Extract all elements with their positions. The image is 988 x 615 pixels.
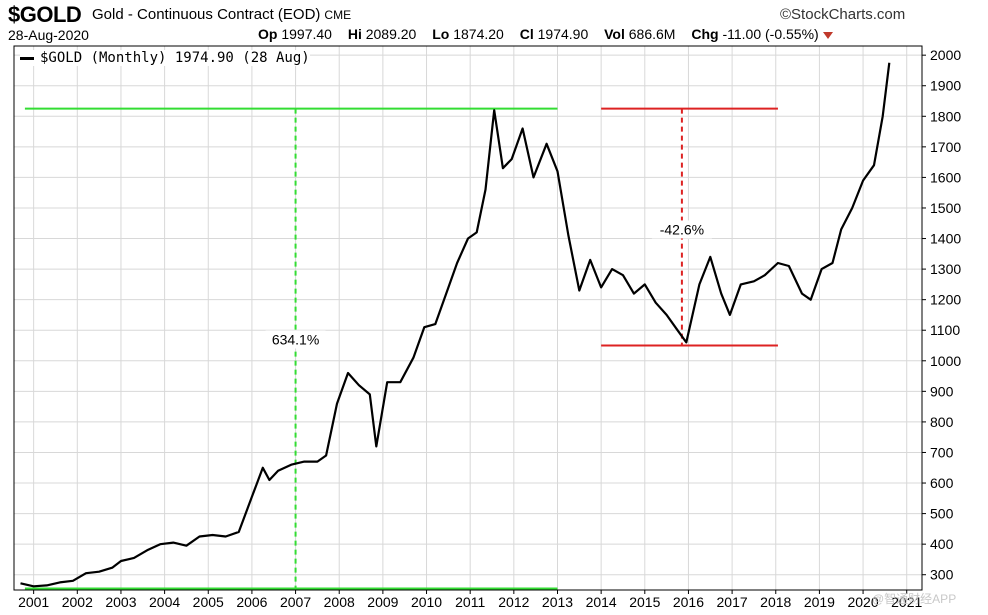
annotation-label-bg bbox=[651, 220, 712, 239]
x-axis: 2001 2002 2003 2004 2005 2006 2007 2008 2009 2010… bbox=[18, 590, 923, 610]
low-value: 1874.20 bbox=[453, 26, 504, 42]
y-tick-label: 2000 bbox=[930, 47, 961, 63]
open-value: 1997.40 bbox=[281, 26, 332, 42]
exchange: CME bbox=[324, 8, 352, 22]
chart-annotations: 634.1% -42.6% bbox=[24, 107, 778, 590]
legend-label: $GOLD (Monthly) 1974.90 (28 Aug) bbox=[40, 50, 310, 66]
chart-grid bbox=[14, 46, 922, 590]
y-tick-label: 1200 bbox=[930, 292, 961, 308]
annotation-label: -42.6% bbox=[660, 221, 704, 237]
y-tick-label: 800 bbox=[930, 414, 954, 430]
chart-header: $GOLD Gold - Continuous Contract (EOD) CM… bbox=[0, 0, 988, 46]
annotation-label: 634.1% bbox=[272, 331, 319, 347]
y-axis: 300 400 500 600 700 800 900 1000 1100 1200 1300 140… bbox=[922, 47, 961, 583]
x-tick-label: 2006 bbox=[236, 594, 267, 610]
x-tick-label: 2015 bbox=[629, 594, 660, 610]
quote-strip: Op 1997.40 Hi 2089.20 Lo 1874.20 Cl 1974… bbox=[258, 26, 833, 42]
x-tick-label: 2021 bbox=[891, 594, 922, 610]
y-tick-label: 300 bbox=[930, 567, 954, 583]
x-tick-label: 2017 bbox=[717, 594, 748, 610]
x-tick-label: 2012 bbox=[498, 594, 529, 610]
y-tick-label: 1500 bbox=[930, 200, 961, 216]
x-tick-label: 2010 bbox=[411, 594, 442, 610]
annotation-label-bg bbox=[265, 330, 326, 349]
y-tick-label: 900 bbox=[930, 383, 954, 399]
x-tick-label: 2011 bbox=[455, 594, 485, 610]
down-arrow-icon bbox=[822, 31, 833, 39]
source-credit: ©StockCharts.com bbox=[780, 6, 906, 23]
volume-label: Vol bbox=[604, 26, 625, 42]
x-tick-label: 2009 bbox=[367, 594, 398, 610]
open-label: Op bbox=[258, 26, 278, 42]
x-tick-label: 2005 bbox=[193, 594, 224, 610]
x-tick-label: 2019 bbox=[804, 594, 835, 610]
x-tick-label: 2001 bbox=[18, 594, 49, 610]
description-text: Gold - Continuous Contract (EOD) bbox=[92, 6, 321, 23]
instrument-description: Gold - Continuous Contract (EOD) CME bbox=[92, 6, 351, 23]
chart-legend: $GOLD (Monthly) 1974.90 (28 Aug) bbox=[20, 50, 310, 66]
x-tick-label: 2008 bbox=[324, 594, 355, 610]
y-tick-label: 1800 bbox=[930, 108, 961, 124]
y-tick-label: 700 bbox=[930, 444, 954, 460]
y-tick-label: 600 bbox=[930, 475, 954, 491]
watermark: @智通财经APP bbox=[872, 592, 957, 606]
x-tick-label: 2016 bbox=[673, 594, 704, 610]
y-tick-label: 1900 bbox=[930, 78, 961, 94]
volume-value: 686.6M bbox=[628, 26, 676, 42]
symbol: $GOLD bbox=[8, 2, 82, 27]
x-tick-label: 2003 bbox=[105, 594, 136, 610]
y-tick-label: 400 bbox=[930, 536, 954, 552]
x-tick-label: 2002 bbox=[62, 594, 93, 610]
low-label: Lo bbox=[432, 26, 450, 42]
quote-date: 28-Aug-2020 bbox=[8, 27, 89, 43]
x-tick-label: 2014 bbox=[586, 594, 617, 610]
y-tick-label: 500 bbox=[930, 506, 954, 522]
x-tick-label: 2013 bbox=[542, 594, 573, 610]
y-tick-label: 1100 bbox=[930, 322, 960, 338]
chart-series bbox=[20, 62, 891, 588]
close-label: Cl bbox=[519, 26, 534, 42]
change-value: -11.00 (-0.55%) bbox=[722, 26, 819, 42]
y-tick-label: 1300 bbox=[930, 261, 961, 277]
high-label: Hi bbox=[347, 26, 362, 42]
gold-price-line bbox=[20, 62, 891, 588]
y-tick-label: 1700 bbox=[930, 139, 961, 155]
y-tick-label: 1600 bbox=[930, 169, 961, 185]
change-label: Chg bbox=[691, 26, 719, 42]
x-tick-label: 2004 bbox=[149, 594, 180, 610]
x-tick-label: 2018 bbox=[760, 594, 791, 610]
y-tick-label: 1000 bbox=[930, 353, 961, 369]
close-value: 1974.90 bbox=[537, 26, 589, 42]
plot-frame bbox=[13, 45, 923, 591]
x-tick-label: 2007 bbox=[280, 594, 311, 610]
x-tick-label: 2020 bbox=[847, 594, 878, 610]
y-tick-label: 1400 bbox=[930, 231, 961, 247]
legend-swatch bbox=[20, 56, 34, 60]
high-value: 2089.20 bbox=[365, 26, 417, 42]
